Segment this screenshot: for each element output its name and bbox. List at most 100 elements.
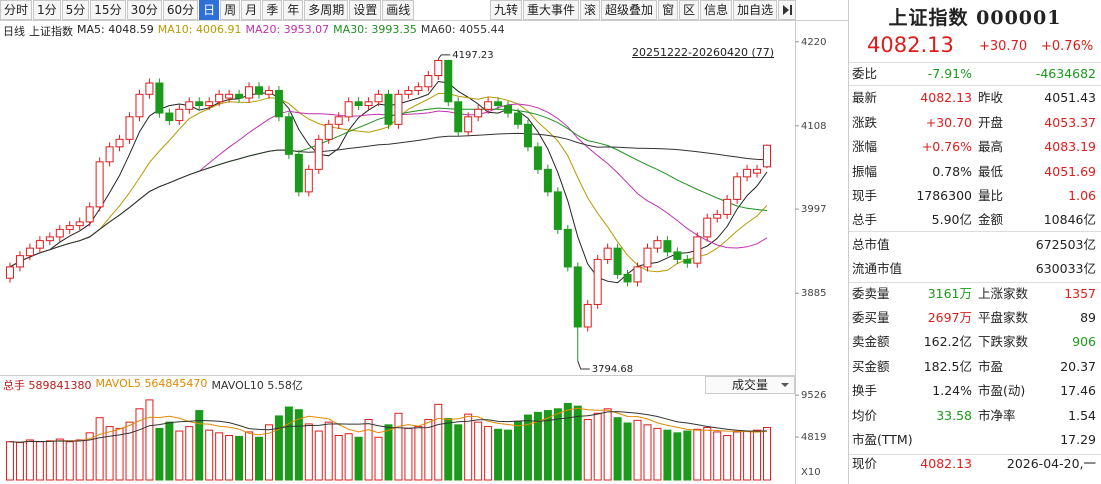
period-button[interactable]: 季 <box>262 0 283 20</box>
candle-body <box>284 116 293 155</box>
period-button[interactable]: 年 <box>283 0 304 20</box>
volume-bar <box>474 421 483 481</box>
candle-body <box>424 75 433 88</box>
candle-body <box>504 105 513 114</box>
volume-bar <box>215 432 224 481</box>
period-button[interactable]: 周 <box>220 0 241 20</box>
candle-body <box>763 144 772 168</box>
tool-button[interactable]: 超级叠加 <box>601 0 658 20</box>
period-button[interactable]: 设置 <box>349 0 382 20</box>
candle-body <box>494 101 503 107</box>
period-button[interactable]: 15分 <box>90 0 126 20</box>
field-value: 2697万 <box>927 310 972 325</box>
field-value: 89 <box>1080 310 1096 325</box>
candle-body <box>145 82 154 95</box>
period-button[interactable]: 分时 <box>0 0 33 20</box>
volume-bar <box>195 410 204 481</box>
range-label[interactable]: 20251222-20260420 (77) <box>632 46 775 59</box>
volume-bar <box>414 426 423 481</box>
annotation-leader <box>437 54 451 60</box>
field-value: 4051.43 <box>1044 90 1096 106</box>
candle-body <box>185 101 194 110</box>
tool-button[interactable]: 区 <box>679 0 700 20</box>
candle-body <box>175 108 184 122</box>
period-button[interactable]: 日 <box>199 0 220 20</box>
field-label: 振幅 <box>852 163 878 179</box>
volume-bar <box>673 432 682 481</box>
field-label: 买金额 <box>852 358 890 374</box>
candle-body <box>533 146 542 170</box>
period-button[interactable]: 60分 <box>162 0 199 20</box>
field-value: 17.29 <box>1060 432 1096 447</box>
volume-bar <box>713 431 722 481</box>
field-value: 1357 <box>1064 285 1096 301</box>
volume-bar <box>225 435 234 481</box>
candle-body <box>643 247 652 268</box>
period-button[interactable]: 1分 <box>33 0 61 20</box>
period-toolbar: 分时 1分 5分 15分 30分 60分日周月季年多周期 设置 画线 <box>0 0 415 20</box>
candle-body <box>5 266 14 279</box>
price: 4082.13 <box>867 33 954 57</box>
period-button[interactable]: 5分 <box>61 0 90 20</box>
candle-body <box>255 86 264 95</box>
volume-bar <box>553 408 562 481</box>
volume-bar <box>484 426 493 481</box>
field-label: 总手 <box>852 212 878 228</box>
period-button[interactable]: 多周期 <box>304 0 349 20</box>
indicator-selector[interactable]: 成交量 <box>705 376 795 394</box>
tool-button[interactable]: 信息 <box>700 0 733 20</box>
period-button[interactable]: 30分 <box>126 0 162 20</box>
field-value: 17.46 <box>1060 383 1096 399</box>
candle-body <box>394 93 403 125</box>
volume-bar <box>274 415 283 481</box>
tool-button[interactable]: 重大事件 <box>523 0 580 20</box>
field-label: 市盈(动) <box>978 383 1026 399</box>
field-label: 最高 <box>978 139 1004 155</box>
tool-button[interactable]: 滚 <box>580 0 601 20</box>
candle-body <box>454 101 463 133</box>
candle-body <box>603 247 612 260</box>
candle-body <box>85 206 94 223</box>
candle-body <box>55 228 64 238</box>
candle-body <box>673 251 682 260</box>
candle-body <box>125 116 134 140</box>
field-value: 162.2亿 <box>923 334 972 350</box>
candle-body <box>404 90 413 95</box>
field-label: 换手 <box>852 383 878 399</box>
volume-bar <box>593 412 602 481</box>
ma-legend-value: 4055.44 <box>459 23 505 36</box>
candle-body <box>523 123 532 148</box>
annotation-label: 4197.23 <box>452 50 493 61</box>
tool-button[interactable]: 加自选 <box>733 0 778 20</box>
candle-body <box>573 266 582 328</box>
annotation-leader <box>577 360 590 370</box>
volume-bar <box>115 427 124 481</box>
tool-button[interactable]: 窗 <box>658 0 679 20</box>
volume-bar <box>15 442 24 481</box>
period-button[interactable]: 月 <box>241 0 262 20</box>
field-value: 33.58 <box>936 407 972 423</box>
volume-bar <box>703 426 712 481</box>
volume-bar <box>434 403 443 481</box>
tool-button[interactable]: 九转 <box>490 0 523 20</box>
volume-bar <box>384 424 393 481</box>
period-button[interactable]: 画线 <box>382 0 415 20</box>
field-label: 涨幅 <box>852 139 878 155</box>
candle-body <box>484 101 493 110</box>
collapse-button[interactable] <box>778 0 797 20</box>
y-tick-label: 4220 <box>801 37 826 48</box>
y-tick-label: 4108 <box>801 121 826 132</box>
field-label: 市盈(TTM) <box>852 432 913 447</box>
volume-bar <box>364 418 373 481</box>
volume-ma-value: 5.58亿 <box>267 379 303 392</box>
volume-bar <box>235 435 244 481</box>
volume-bar <box>35 441 44 481</box>
volume-ma-legend: MAVOL10 5.58亿 <box>211 377 302 393</box>
volume-bar <box>464 413 473 481</box>
ma-legend-item: MA30: 3993.35 <box>333 23 417 39</box>
volume-title: 总手 <box>3 379 25 392</box>
y-tick-label: 3885 <box>801 288 826 299</box>
candle-body <box>195 101 204 107</box>
volume-bar <box>165 421 174 481</box>
